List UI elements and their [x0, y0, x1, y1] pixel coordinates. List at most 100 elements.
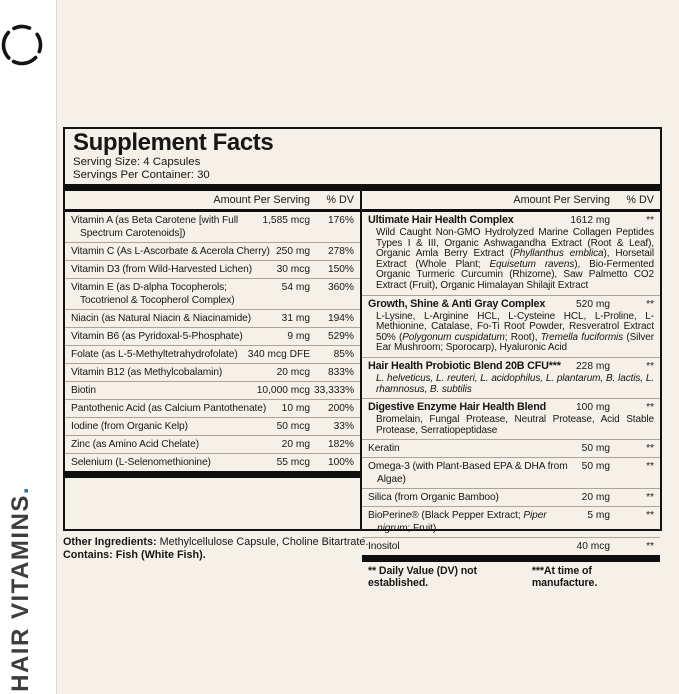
supplement-row: Zinc (as Amino Acid Chelate) 20 mg 182%	[65, 435, 360, 453]
nutrient-rows-right: Ultimate Hair Health Complex 1612 mg ** Wil…	[362, 212, 660, 555]
supplement-row: Vitamin B6 (as Pyridoxal-5-Phosphate) 9 m…	[65, 327, 360, 345]
row-name: Hair Health Probiotic Blend 20B CFU***	[368, 359, 561, 372]
row-sub-ingredients: Wild Caught Non-GMO Hydrolyzed Marine Co…	[376, 227, 654, 291]
thick-rule	[65, 471, 360, 478]
label-footer: Other Ingredients: Methylcellulose Capsu…	[63, 536, 623, 561]
product-side-label: HAIR VITAMINS.	[7, 486, 35, 692]
row-amount: 50 mg	[581, 443, 610, 455]
row-dv: 182%	[327, 439, 354, 450]
supplement-facts-panel: Supplement Facts Serving Size: 4 Capsule…	[63, 127, 662, 589]
footnote-dv-not-established: ** Daily Value (DV) not established.	[368, 565, 477, 590]
row-amount: 1612 mg	[570, 215, 610, 226]
row-amount: 10 mg	[281, 403, 310, 414]
row-amount: 250 mg	[276, 246, 310, 257]
supplement-row: BioPerine® (Black Pepper Extract; Piper …	[362, 506, 660, 537]
amount-per-serving-header: Amount Per Serving	[213, 194, 310, 206]
facts-column-left: Amount Per Serving % DV Vitamin A (as Be…	[65, 184, 360, 529]
row-dv: 529%	[327, 331, 354, 342]
row-amount: 50 mcg	[276, 421, 310, 432]
mid-rule	[362, 209, 660, 212]
side-label-period: .	[7, 486, 34, 495]
row-dv: **	[646, 360, 654, 372]
row-dv: 360%	[327, 282, 354, 293]
row-dv: **	[646, 492, 654, 504]
row-amount: 30 mcg	[276, 264, 310, 275]
row-amount: 1,585 mcg	[262, 215, 310, 226]
row-amount: 54 mg	[281, 282, 310, 293]
row-name: Ultimate Hair Health Complex	[368, 214, 514, 226]
row-dv: **	[646, 541, 654, 553]
row-dv: 176%	[327, 215, 354, 226]
row-name: Pantothenic Acid (as Calcium Pantothenat…	[71, 403, 267, 414]
nutrient-rows-left: Vitamin A (as Beta Carotene [with Full S…	[65, 212, 360, 471]
supplement-row: Omega-3 (with Plant-Based EPA & DHA from…	[362, 457, 660, 488]
dv-footnote: ** Daily Value (DV) not established. ***…	[362, 562, 660, 591]
mid-rule	[65, 209, 360, 212]
row-amount: 340 mcg DFE	[247, 349, 310, 360]
row-amount: 50 mg	[581, 461, 610, 473]
supplement-row: Vitamin B12 (as Methylcobalamin) 20 mcg 83…	[65, 363, 360, 381]
row-name: Iodine (from Organic Kelp)	[71, 421, 188, 432]
row-name: Keratin	[368, 443, 400, 455]
column-header-right: Amount Per Serving % DV	[362, 191, 660, 209]
thick-rule	[362, 184, 660, 191]
serving-size: Serving Size: 4 Capsules	[73, 156, 201, 168]
other-ingredients-text: Methylcellulose Capsule, Choline Bitartr…	[156, 536, 369, 548]
supplement-row: Digestive Enzyme Hair Health Blend 100 mg…	[362, 398, 660, 439]
supplement-row: Vitamin D3 (from Wild-Harvested Lichen) 3…	[65, 260, 360, 278]
row-dv: **	[646, 402, 654, 414]
thick-rule	[65, 184, 360, 191]
row-name: Zinc (as Amino Acid Chelate)	[71, 439, 199, 450]
supplement-row: Growth, Shine & Anti Gray Complex 520 mg *…	[362, 294, 660, 357]
row-name: Folate (as L-5-Methyltetrahydrofolate)	[71, 349, 238, 360]
supplement-row: Folate (as L-5-Methyltetrahydrofolate) 34…	[65, 345, 360, 363]
row-dv: **	[646, 510, 654, 522]
row-name: BioPerine® (Black Pepper Extract; Piper …	[368, 510, 547, 535]
supplement-row: Silica (from Organic Bamboo) 20 mg **	[362, 488, 660, 506]
supplement-row: Vitamin A (as Beta Carotene [with Full S…	[65, 212, 360, 242]
row-amount: 5 mg	[587, 510, 610, 522]
row-dv: 33,333%	[314, 385, 355, 396]
supplement-row: Niacin (as Natural Niacin & Niacinamide)…	[65, 309, 360, 327]
row-amount: 20 mg	[581, 492, 610, 504]
supplement-row: Vitamin C (As L-Ascorbate & Acerola Cher…	[65, 242, 360, 260]
row-dv: 200%	[327, 403, 354, 414]
row-name: Inositol	[368, 541, 400, 553]
row-dv: 33%	[333, 421, 354, 432]
row-amount: 520 mg	[576, 298, 610, 310]
other-ingredients-label: Other Ingredients:	[63, 536, 157, 548]
row-dv: 833%	[327, 367, 354, 378]
supplement-row: Biotin 10,000 mcg 33,333%	[65, 381, 360, 399]
vertical-divider-line	[56, 0, 57, 694]
supplement-row: Hair Health Probiotic Blend 20B CFU*** 22…	[362, 356, 660, 398]
row-amount: 100 mg	[576, 402, 610, 414]
amount-per-serving-header: Amount Per Serving	[513, 194, 610, 206]
row-dv: **	[646, 443, 654, 455]
row-name: Vitamin B12 (as Methylcobalamin)	[71, 367, 223, 378]
footnote-block: ** Daily Value (DV) not established. ***…	[362, 555, 660, 591]
facts-header: Supplement Facts Serving Size: 4 Capsule…	[65, 129, 660, 182]
row-sub-ingredients: L-Lysine, L-Arginine HCL, L-Cysteine HCL…	[376, 310, 654, 354]
row-name: Niacin (as Natural Niacin & Niacinamide)	[71, 313, 252, 324]
thick-rule	[362, 555, 660, 563]
supplement-row: Ultimate Hair Health Complex 1612 mg ** Wil…	[362, 212, 660, 295]
row-dv: 150%	[327, 264, 354, 275]
row-name: Growth, Shine & Anti Gray Complex	[368, 297, 546, 310]
row-amount: 10,000 mcg	[256, 385, 310, 396]
percent-dv-header: % DV	[326, 194, 354, 206]
row-name: Omega-3 (with Plant-Based EPA & DHA from…	[368, 461, 568, 486]
row-name: Vitamin A (as Beta Carotene [with Full S…	[71, 215, 239, 239]
row-name: Vitamin D3 (from Wild-Harvested Lichen)	[71, 264, 253, 275]
row-name: Biotin	[71, 385, 96, 396]
facts-column-right: Amount Per Serving % DV Ultimate Hair He…	[360, 184, 660, 589]
servings-per-container: Servings Per Container: 30	[73, 169, 210, 181]
row-dv: 194%	[327, 313, 354, 324]
row-dv: **	[646, 298, 654, 310]
row-name: Digestive Enzyme Hair Health Blend	[368, 401, 547, 414]
row-amount: 20 mg	[281, 439, 310, 450]
contains-line: Contains: Fish (White Fish).	[63, 548, 206, 561]
row-amount: 228 mg	[576, 360, 610, 372]
facts-title: Supplement Facts	[73, 129, 274, 156]
row-amount: 55 mcg	[276, 457, 310, 468]
left-margin-strip: HAIR VITAMINS.	[0, 0, 56, 694]
